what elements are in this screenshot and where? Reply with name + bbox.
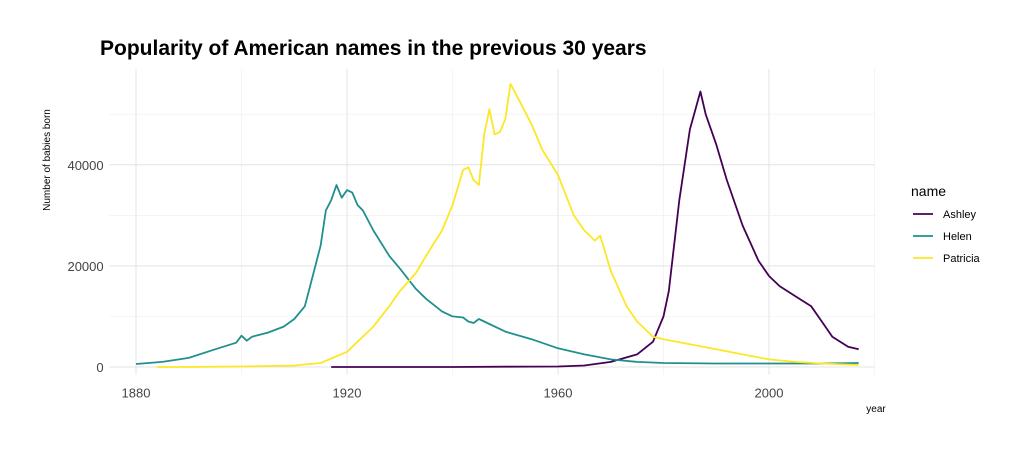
x-tick-label: 2000 <box>755 386 784 401</box>
legend-label-patricia: Patricia <box>943 253 981 265</box>
grid-lines <box>109 68 875 375</box>
x-tick-label: 1880 <box>122 386 151 401</box>
series-lines <box>135 83 859 368</box>
y-axis-label: Number of babies born <box>42 109 53 211</box>
legend-title: name <box>911 183 946 199</box>
x-tick-labels: 1880 1920 1960 2000 <box>122 386 784 401</box>
y-tick-labels: 0 20000 40000 <box>67 158 103 375</box>
legend-label-ashley: Ashley <box>943 209 977 221</box>
series-line-ashley <box>331 90 859 368</box>
x-axis-label: year <box>866 404 886 415</box>
y-tick-label: 20000 <box>67 259 103 274</box>
legend-label-helen: Helen <box>943 231 972 243</box>
legend: name Ashley Helen Patricia <box>911 183 981 265</box>
series-line-helen <box>135 184 859 365</box>
chart-title: Popularity of American names in the prev… <box>100 37 647 60</box>
y-tick-label: 0 <box>96 360 103 375</box>
y-tick-label: 40000 <box>67 158 103 173</box>
x-tick-label: 1920 <box>333 386 362 401</box>
series-line-patricia <box>157 83 859 368</box>
x-tick-label: 1960 <box>544 386 573 401</box>
